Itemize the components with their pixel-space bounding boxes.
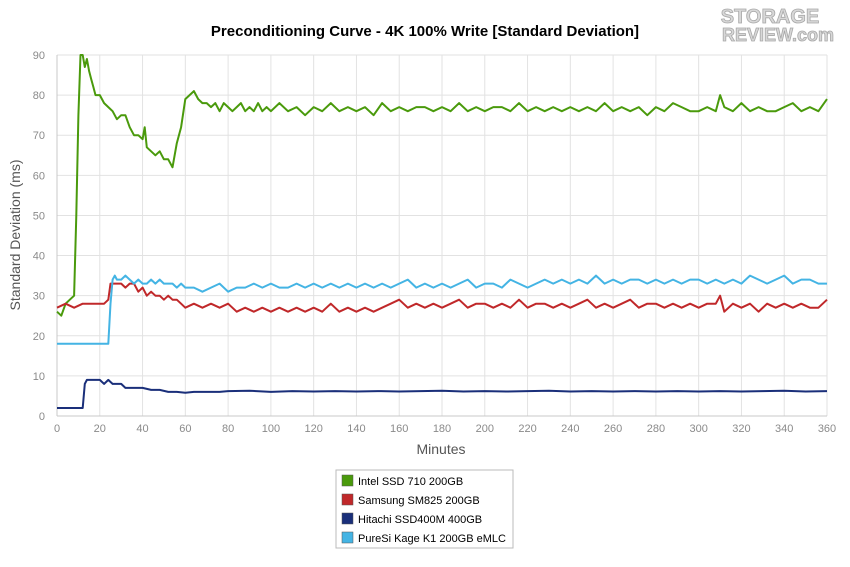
y-tick-label: 60 — [33, 170, 45, 182]
legend-label: Samsung SM825 200GB — [358, 495, 480, 507]
x-tick-label: 0 — [54, 423, 60, 435]
series-line-4 — [57, 274, 827, 345]
series-line-1 — [56, 54, 828, 317]
y-axis-ticks: 0 10 20 30 40 50 60 70 80 90 — [33, 50, 45, 423]
legend: Intel SSD 710 200GB Samsung SM825 200GB Hi… — [335, 469, 514, 549]
x-tick-label: 120 — [304, 423, 322, 435]
x-tick-label: 80 — [222, 423, 234, 435]
y-axis-label: Standard Deviation (ms) — [7, 160, 23, 311]
y-tick-label: 80 — [33, 90, 45, 102]
y-tick-label: 20 — [33, 331, 45, 343]
series-line-3 — [57, 378, 828, 409]
legend-item: PureSi Kage K1 200GB eMLC — [341, 531, 506, 545]
legend-label: Hitachi SSD400M 400GB — [358, 514, 482, 526]
legend-swatch — [341, 531, 354, 544]
x-tick-label: 360 — [818, 423, 836, 435]
x-tick-label: 20 — [94, 423, 106, 435]
x-tick-label: 40 — [136, 423, 148, 435]
logo-line-2: REVIEW.com — [722, 25, 834, 45]
x-tick-label: 260 — [604, 423, 622, 435]
legend-item: Intel SSD 710 200GB — [341, 474, 463, 488]
x-tick-label: 160 — [390, 423, 408, 435]
x-tick-label: 340 — [775, 423, 793, 435]
y-tick-label: 40 — [33, 251, 45, 263]
y-tick-label: 90 — [33, 50, 45, 62]
legend-swatch — [341, 512, 354, 525]
x-tick-label: 140 — [347, 423, 365, 435]
x-tick-label: 180 — [433, 423, 451, 435]
x-tick-label: 280 — [647, 423, 665, 435]
x-tick-label: 60 — [179, 423, 191, 435]
series-layer — [56, 54, 828, 409]
legend-label: Intel SSD 710 200GB — [358, 476, 463, 488]
y-tick-label: 0 — [39, 411, 45, 423]
x-tick-label: 100 — [262, 423, 280, 435]
x-tick-label: 200 — [476, 423, 494, 435]
legend-item: Samsung SM825 200GB — [341, 493, 480, 507]
x-tick-label: 240 — [561, 423, 579, 435]
series-line-2 — [56, 282, 828, 313]
legend-swatch — [341, 474, 354, 487]
plot-border — [56, 55, 827, 417]
x-tick-label: 320 — [732, 423, 750, 435]
chart-title: Preconditioning Curve - 4K 100% Write [S… — [211, 23, 639, 40]
x-tick-label: 300 — [689, 423, 707, 435]
x-axis-ticks: 0 20 40 60 80 100 120 140 160 180 200 220 240 260 280 3… — [54, 423, 836, 435]
y-tick-label: 70 — [33, 130, 45, 142]
x-tick-label: 220 — [518, 423, 536, 435]
y-tick-label: 10 — [33, 371, 45, 383]
legend-swatch — [341, 493, 354, 506]
logo: STORAGE REVIEW.com — [720, 6, 834, 46]
y-tick-label: 30 — [33, 291, 45, 303]
legend-label: PureSi Kage K1 200GB eMLC — [358, 533, 506, 545]
x-axis-label: Minutes — [416, 441, 465, 457]
logo-line-1: STORAGE — [721, 6, 820, 28]
y-tick-label: 50 — [33, 210, 45, 222]
legend-item: Hitachi SSD400M 400GB — [341, 512, 482, 526]
legend-box — [335, 469, 514, 549]
